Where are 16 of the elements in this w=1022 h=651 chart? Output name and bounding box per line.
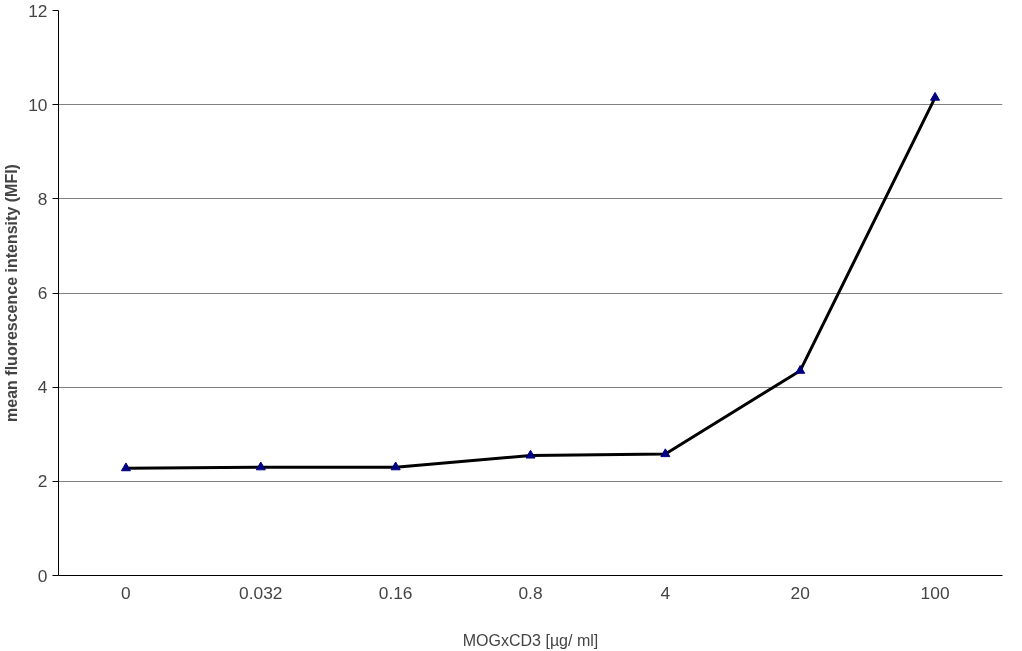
y-tick-label: 6 (37, 283, 48, 303)
x-tick-label: 100 (920, 582, 950, 603)
y-tick-label: 12 (28, 0, 48, 21)
x-tick-label: 4 (660, 582, 671, 603)
x-axis-title: MOGxCD3 [µg/ ml] (462, 631, 599, 649)
x-tick-label: 0.032 (239, 582, 283, 603)
y-tick-label: 2 (37, 471, 48, 492)
x-tick-label: 0 (121, 582, 131, 603)
y-tick-label: 10 (28, 94, 48, 115)
x-tick-label: 20 (790, 582, 810, 603)
x-tick-label: 0.16 (378, 582, 413, 603)
y-tick-label: 4 (37, 377, 48, 398)
x-tick-label: 0.8 (518, 582, 543, 603)
y-tick-label: 0 (37, 565, 48, 586)
y-axis-title: mean fluorescence intensity (MFI) (3, 164, 21, 422)
y-tick-label: 8 (37, 188, 48, 209)
